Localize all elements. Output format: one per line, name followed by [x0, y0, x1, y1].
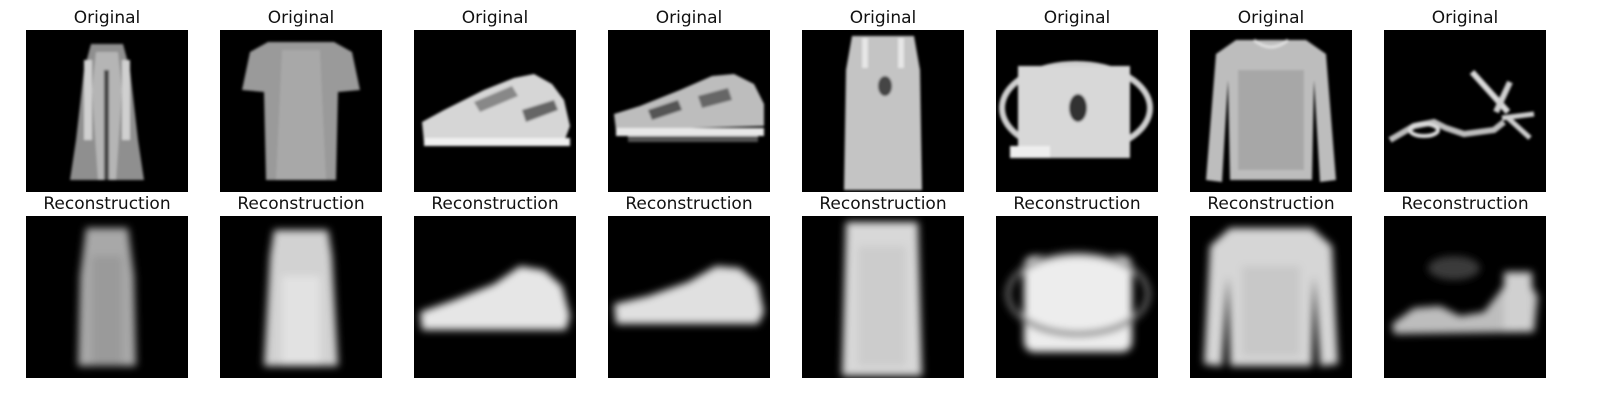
panel-title: Reconstruction	[431, 194, 559, 214]
reconstruction-bag-image	[996, 216, 1158, 378]
panel-title: Original	[267, 8, 335, 28]
reconstruction-dress-image	[802, 216, 964, 378]
reconstruction-sneaker-image	[414, 216, 576, 378]
panel-title: Original	[1237, 8, 1305, 28]
panel-title: Reconstruction	[43, 194, 171, 214]
panel-title: Original	[461, 8, 529, 28]
original-sandal-image	[1384, 30, 1546, 192]
original-pullover-image	[1190, 30, 1352, 192]
panel-title: Reconstruction	[1401, 194, 1529, 214]
panel-title: Original	[1431, 8, 1499, 28]
panel-title: Reconstruction	[237, 194, 365, 214]
panel-title: Original	[655, 8, 723, 28]
original-sneaker-image	[608, 30, 770, 192]
original-dress-image	[802, 30, 964, 192]
reconstruction-tshirt-image	[220, 216, 382, 378]
original-bag-image	[996, 30, 1158, 192]
panel-title: Reconstruction	[1013, 194, 1141, 214]
panel-title: Original	[849, 8, 917, 28]
panel-title: Reconstruction	[1207, 194, 1335, 214]
reconstruction-pullover-image	[1190, 216, 1352, 378]
panel-title: Reconstruction	[819, 194, 947, 214]
reconstruction-sneaker-image	[608, 216, 770, 378]
reconstruction-sandal-image	[1384, 216, 1546, 378]
panel-title: Original	[73, 8, 141, 28]
panel-title: Original	[1043, 8, 1111, 28]
original-tshirt-image	[220, 30, 382, 192]
original-dress-image	[26, 30, 188, 192]
panel-title: Reconstruction	[625, 194, 753, 214]
reconstruction-dress-image	[26, 216, 188, 378]
original-sneaker-image	[414, 30, 576, 192]
